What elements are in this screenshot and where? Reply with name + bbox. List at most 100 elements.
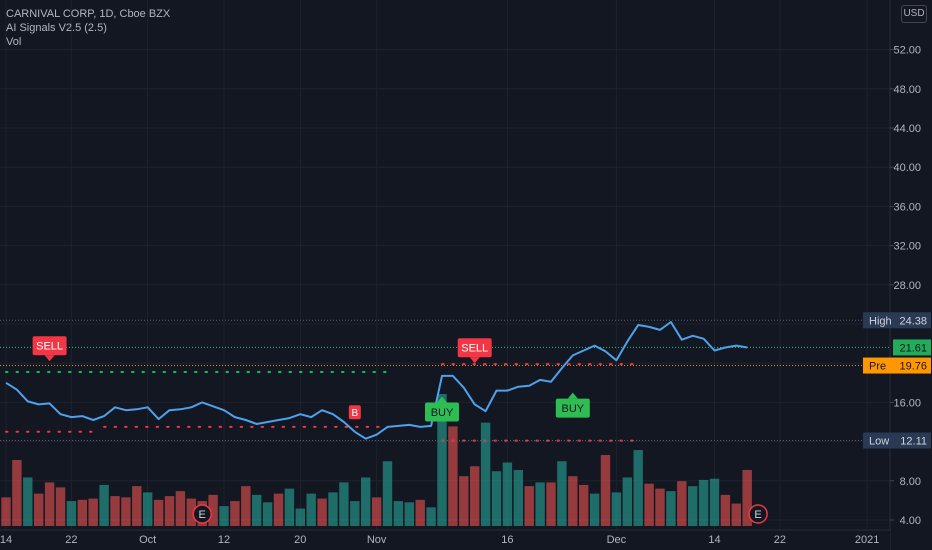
time-axis-label: 20 [294, 534, 306, 546]
time-axis-label: 22 [65, 534, 77, 546]
earnings-marker[interactable] [192, 504, 212, 524]
time-axis-label: Dec [607, 534, 627, 546]
time-axis-label: 2021 [855, 534, 879, 546]
volume-bar [219, 506, 229, 526]
indicator-title[interactable]: AI Signals V2.5 (2.5) [6, 22, 107, 34]
volume-bar [350, 501, 360, 526]
time-axis-label: 16 [501, 534, 513, 546]
volume-bar [415, 499, 425, 526]
time-axis-label: 12 [218, 534, 230, 546]
volume-bar [611, 492, 622, 526]
volume-bar [110, 496, 120, 526]
volume-bar [12, 460, 22, 526]
signal-label: B [351, 408, 358, 419]
signal-label: SELL [461, 343, 488, 355]
price-tag [893, 339, 931, 356]
sell-signal[interactable] [457, 338, 492, 358]
buy-signal[interactable] [425, 402, 459, 422]
volume-bar [77, 499, 87, 526]
volume-bar [709, 478, 720, 526]
time-axis[interactable] [0, 530, 890, 550]
volume-bar [295, 508, 305, 526]
time-axis-label: 14 [708, 534, 720, 546]
volume-bar [273, 493, 284, 526]
signal-label: SELL [36, 341, 63, 353]
price-axis-label: 40.00 [893, 162, 921, 174]
close-price-line[interactable] [5, 321, 748, 440]
currency-button[interactable]: USD [901, 5, 927, 23]
volume-bar [328, 492, 338, 526]
volume-bar [339, 482, 349, 526]
volume-bar [1, 497, 11, 526]
sell-signal-pointer [469, 357, 480, 364]
volume-bar [143, 492, 153, 526]
volume-bar [731, 503, 741, 526]
volume-bar [426, 507, 436, 526]
volume-bar [655, 488, 665, 526]
sell-signal[interactable] [32, 336, 67, 356]
volume-bar [720, 494, 731, 526]
volume-bar [382, 461, 393, 526]
signal-marker[interactable] [348, 405, 361, 420]
volume-bar [186, 498, 196, 526]
volume-bar [557, 461, 567, 526]
price-axis-label: 48.00 [893, 84, 921, 96]
price-axis-label: 44.00 [893, 123, 921, 135]
price-axis-label: 16.00 [893, 397, 921, 409]
volume-bar [23, 477, 33, 526]
price-tag-value: 21.61 [899, 342, 927, 354]
earnings-label: E [199, 509, 206, 521]
time-axis-label: 22 [774, 534, 786, 546]
earnings-label: E [754, 509, 761, 521]
volume-bar [589, 493, 600, 526]
volume-bar [568, 476, 578, 526]
chart-legend: CARNIVAL CORP, 1D, Cboe BZX AI Signals V… [6, 7, 170, 49]
volume-bar [622, 477, 632, 526]
volume-bar [208, 494, 218, 526]
signal-label: BUY [561, 403, 584, 415]
price-tag-label: Pre [869, 361, 886, 373]
volume-bar [55, 487, 66, 526]
volume-bar [742, 469, 752, 526]
volume-bar [644, 483, 654, 526]
volume-bar [470, 466, 480, 526]
volume-bar [262, 502, 273, 526]
price-tag [863, 432, 931, 449]
volume-bar [241, 486, 251, 526]
volume-bar [284, 488, 295, 526]
volume-bar [437, 394, 447, 526]
volume-bar [361, 477, 371, 526]
volume-bar [502, 462, 513, 526]
volume-bar [666, 491, 676, 526]
volume-title[interactable]: Vol [6, 36, 22, 48]
earnings-marker[interactable] [748, 504, 768, 524]
volume-bar [513, 469, 523, 526]
volume-bar [306, 493, 316, 526]
price-tag [863, 312, 931, 329]
price-axis-label: 28.00 [893, 280, 921, 292]
price-axis-label: 52.00 [893, 45, 921, 57]
symbol-title[interactable]: CARNIVAL CORP, 1D, Cboe BZX [6, 8, 171, 20]
time-axis-label: Nov [367, 534, 387, 546]
volume-bar [688, 486, 698, 526]
volume-bar [252, 494, 262, 526]
volume-bar [230, 501, 240, 526]
volume-bar [99, 484, 109, 526]
volume-bar [459, 476, 469, 526]
price-tag-label: Low [869, 436, 889, 448]
price-axis-label: 36.00 [893, 201, 921, 213]
volume-bar [34, 493, 44, 526]
volume-bar [600, 455, 611, 526]
price-tag-label: High [869, 315, 892, 327]
buy-signal[interactable] [555, 398, 590, 418]
volume-bar [121, 497, 131, 526]
volume-bar [371, 497, 382, 526]
volume-bar [491, 471, 502, 526]
price-axis[interactable] [890, 0, 932, 550]
price-axis-label: 32.00 [893, 241, 921, 253]
volume-bar [164, 496, 175, 526]
volume-bar [546, 482, 556, 526]
volume-bar [677, 481, 687, 526]
time-axis-label: 14 [0, 534, 12, 546]
